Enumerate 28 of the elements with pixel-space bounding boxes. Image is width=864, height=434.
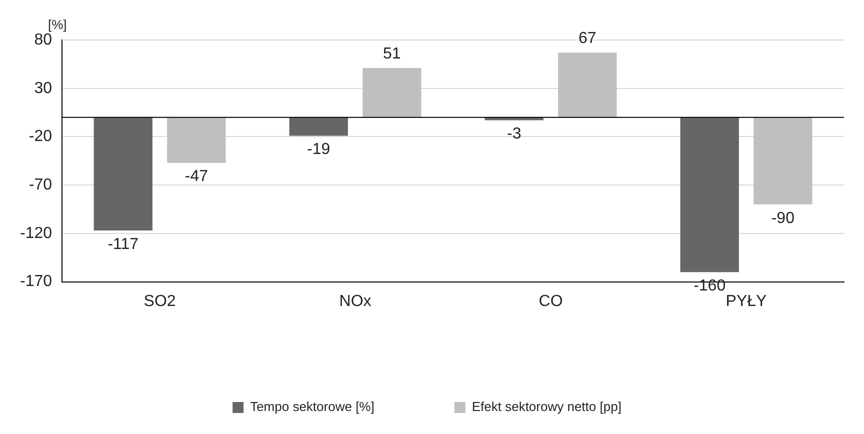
legend-label: Tempo sektorowe [%]: [250, 399, 374, 414]
bar: [289, 117, 348, 136]
x-tick-label: NOx: [339, 292, 372, 310]
bar: [680, 117, 739, 272]
data-label: 51: [383, 45, 401, 62]
y-tick-label: -120: [20, 224, 52, 242]
bar: [558, 52, 617, 118]
data-label: -19: [307, 141, 330, 158]
data-label: -160: [694, 278, 726, 295]
data-label: -117: [108, 236, 139, 253]
bar: [362, 68, 422, 118]
x-tick-label: PYŁY: [726, 292, 768, 310]
y-tick-label: -20: [28, 128, 52, 146]
y-tick-label: -170: [20, 273, 52, 290]
y-axis-title: [%]: [48, 17, 67, 32]
data-label: 67: [578, 30, 596, 47]
y-tick-label: 30: [34, 80, 52, 97]
data-label: -90: [771, 210, 795, 227]
bar: [754, 117, 812, 204]
legend-label: Efekt sektorowy netto [pp]: [472, 399, 622, 414]
x-tick-label: CO: [538, 292, 563, 310]
data-label: -3: [506, 126, 522, 143]
bar: [94, 117, 152, 231]
x-tick-label: SO2: [144, 292, 176, 310]
bar: [167, 117, 226, 163]
data-label: -47: [184, 168, 208, 186]
y-tick-label: -70: [28, 176, 52, 194]
y-tick-label: 80: [34, 31, 52, 48]
